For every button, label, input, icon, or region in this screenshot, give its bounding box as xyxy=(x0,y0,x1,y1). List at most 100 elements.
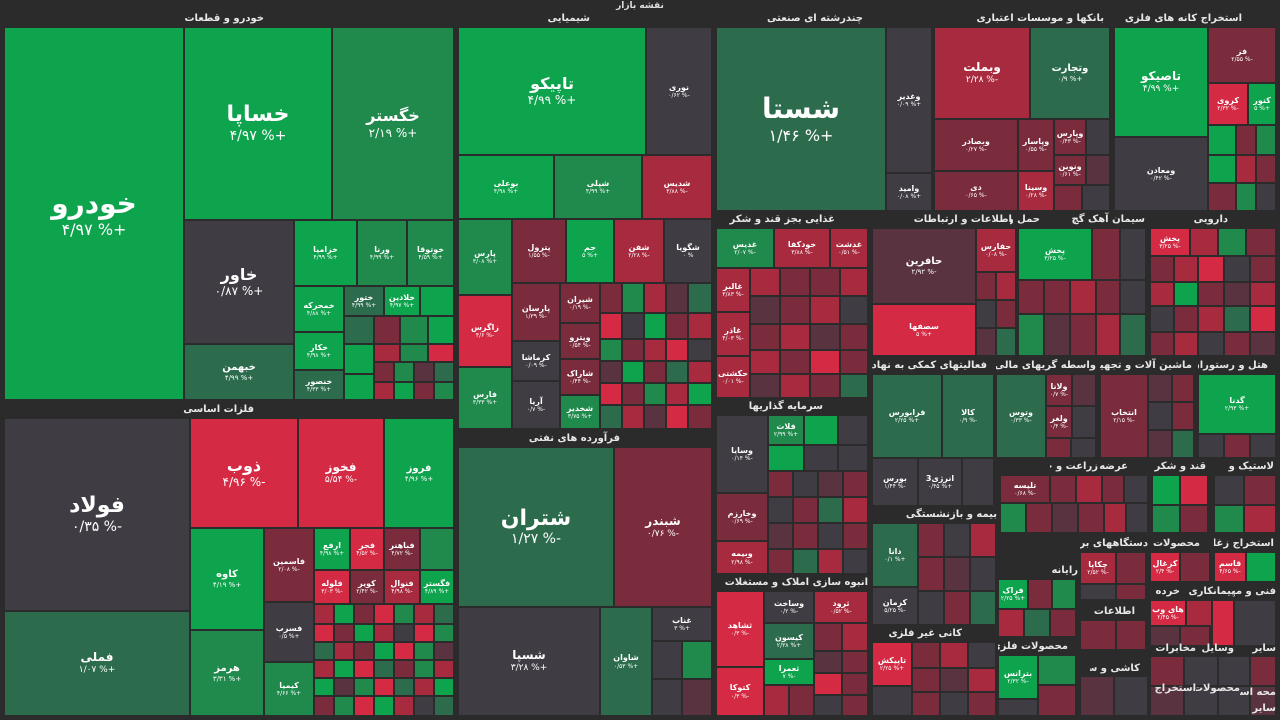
tile-khdian[interactable]: خلادین ۴/۹۷ %+ xyxy=(384,286,420,316)
tile-bors[interactable]: بورس ۱/۴۴ %- xyxy=(872,458,918,506)
tile-zob[interactable]: ذوب ۴/۹۶ %- xyxy=(190,418,298,528)
tile-shsina[interactable]: شاوان ۰/۵۳ %+ xyxy=(600,607,652,716)
tile-gedana[interactable]: گدنا ۲/۹۳ %+ xyxy=(1198,374,1276,434)
tile-tlise[interactable]: تلیسه ۰/۶۸ %- xyxy=(1000,475,1050,503)
tile-khzamia[interactable]: خزامیا ۴/۹۹ %+ xyxy=(294,220,357,286)
tile-fnahar[interactable]: فباهنر ۴/۷۲ %- xyxy=(384,528,420,570)
tile-shapna[interactable]: شتران ۱/۲۷ %- xyxy=(458,447,614,607)
tile-zagros[interactable]: زاگرس ۴/۶ %- xyxy=(458,295,512,367)
tile-shdader[interactable]: شخدیر ۳/۷۵ %+ xyxy=(560,395,600,429)
tile-boali[interactable]: بوعلی ۴/۹۸ %+ xyxy=(458,155,554,219)
tile-thrud[interactable]: کیسون ۲/۳۸ %+ xyxy=(764,623,814,659)
tile-faz[interactable]: فز ۲/۵۵ %- xyxy=(1208,27,1276,83)
tile-kvir[interactable]: کویر ۲/۴۲ %- xyxy=(350,570,384,604)
tile-karvi[interactable]: کروی ۲/۳۲ %- xyxy=(1208,83,1248,125)
tile-tpikash[interactable]: فراک ۲/۲۵ %+ xyxy=(998,579,1028,609)
tile-kala[interactable]: کالا ۰/۹ %- xyxy=(942,374,994,458)
tile-vasia[interactable]: وسایا ۰/۱۴ %- xyxy=(716,415,768,493)
tile-khsapa[interactable]: خساپا ۴/۹۷ %+ xyxy=(184,27,332,220)
tile-shasta[interactable]: شستا ۱/۴۶ %+ xyxy=(716,27,886,211)
tile-energy3[interactable]: انرژی3 ۰/۴۵ %+ xyxy=(918,458,962,506)
tile-sharak[interactable]: شاراک ۰/۴۴ %- xyxy=(560,359,600,395)
tile-hafari[interactable]: حفارس ۰/۰۸ %- xyxy=(976,228,1016,272)
tile-vkharazm[interactable]: وخارزم ۰/۶۹ %- xyxy=(716,493,768,541)
tile-fnvol[interactable]: فنوال ۴/۹۸ %- xyxy=(384,570,420,604)
tile-havab[interactable] xyxy=(1080,620,1116,650)
tile-ktoka[interactable]: تاپیکش ۲/۲۵ %+ xyxy=(872,642,912,686)
tile-ghasem[interactable]: های وب ۲/۴۵ %- xyxy=(1150,600,1186,626)
tile-vbmelat[interactable]: وبملت ۲/۲۸ %- xyxy=(934,27,1030,119)
tile-vsina[interactable]: وسینا ۰/۲۸ %- xyxy=(1018,171,1054,211)
tile-vpasar[interactable]: وپاسار ۰/۵۵ %- xyxy=(1018,119,1054,171)
tile-vmaaden[interactable]: ومعادن ۰/۴۲ %- xyxy=(1114,137,1208,211)
tile-kima[interactable]: کیمیا ۴/۶۶ %+ xyxy=(264,662,314,716)
tile-folole[interactable]: فلوله ۳/۰۳ %- xyxy=(314,570,350,604)
tile-foroz[interactable]: فروز ۴/۹۶ %+ xyxy=(384,418,454,528)
tile-vamid[interactable]: وامید ۰/۰۸ %+ xyxy=(886,173,932,211)
tile-shgouya[interactable]: شگویا ۰ % xyxy=(664,219,712,283)
tile-pakhsh[interactable]: پخش ۳/۲۵ %- xyxy=(1150,228,1190,256)
tile-khgostar[interactable]: خگستر ۲/۱۹ %+ xyxy=(332,27,454,220)
tile-khtovqa[interactable]: خوتوقا ۴/۵۹ %+ xyxy=(407,220,454,286)
tile-vrana[interactable]: ورنا ۴/۹۹ %+ xyxy=(357,220,407,286)
tile-di[interactable]: دی ۰/۶۵ %- xyxy=(934,171,1018,211)
tile-fela[interactable]: فلات ۲/۹۹ %+ xyxy=(768,415,804,445)
tile-khodro[interactable]: خودرو ۴/۹۷ %+ xyxy=(4,27,184,400)
tile-vsakht[interactable]: ولغر ۰/۴ %- xyxy=(1046,406,1072,438)
tile-tapiko[interactable]: تاپیکو ۴/۹۹ %+ xyxy=(458,27,646,155)
tile-fkhoz[interactable]: فخوز ۵/۵۴ %- xyxy=(298,418,384,528)
tile-ghalbar[interactable]: غاذر ۴/۰۳ %- xyxy=(716,312,750,356)
tile-khtor[interactable]: ختور ۴/۹۹ %+ xyxy=(344,286,384,316)
tile-auto-small-1[interactable] xyxy=(420,286,454,316)
tile-hormoz[interactable]: هرمز ۳/۳۱ %+ xyxy=(190,630,264,716)
tile-fsarb[interactable]: فسرب ۰/۵ %+ xyxy=(264,602,314,662)
tile-vtejarat[interactable]: وتجارت ۰/۹ %+ xyxy=(1030,27,1110,119)
tile-kanor[interactable]: کنور ۵ %+ xyxy=(1248,83,1276,125)
tile-khkar[interactable]: خکار ۴/۹۸ %+ xyxy=(294,332,344,370)
tile-vpars[interactable]: وپارس ۰/۴۳ %- xyxy=(1054,119,1086,155)
tile-hfars[interactable]: سصفها ۵ %+ xyxy=(872,304,976,356)
tile-ghdis[interactable]: خودکفا ۳/۸۸ %- xyxy=(774,228,830,268)
tile-nouri[interactable]: نوری ۰/۶۲ %- xyxy=(646,27,712,155)
tile-foolad[interactable]: فولاد ۰/۳۵ %- xyxy=(4,418,190,611)
tile-ghnab[interactable]: غدیس ۲/۰۷ %- xyxy=(716,228,774,268)
tile-khbahman[interactable]: خبهمن ۴/۹۹ %+ xyxy=(184,344,294,400)
tile-btrans[interactable]: چکاپا ۲/۵۲ %- xyxy=(1080,552,1116,584)
tile-khamrkh[interactable]: خمحرکه ۴/۸۸ %+ xyxy=(294,286,344,332)
tile-shbandar[interactable]: شسپا ۳/۲۸ %+ xyxy=(458,607,600,716)
tile-vonvin[interactable]: ونوین ۰/۶۱ %- xyxy=(1054,155,1086,185)
tile-petrol[interactable]: پترول ۱/۵۵ %- xyxy=(512,219,566,283)
tile-kzghal[interactable]: قاسم ۴/۶۵ %- xyxy=(1214,552,1246,582)
tile-tasiko[interactable]: تاصیکو ۴/۹۹ %+ xyxy=(1114,27,1208,137)
tile-thbad[interactable]: وساخت ۰/۲ %- xyxy=(764,591,814,623)
tile-shdis[interactable]: شدیس ۳/۸۸ %- xyxy=(642,155,712,219)
tile-fsamin[interactable]: فاسمین ۲/۰۸ %- xyxy=(264,528,314,602)
tile-kisoon[interactable]: ثعمرا ۷ %- xyxy=(764,659,814,685)
tile-shavan[interactable]: غناب ۳ %+ xyxy=(652,607,712,641)
tile-entekhab[interactable]: انتخاب ۲/۱۵ %- xyxy=(1100,374,1148,458)
tile-khnasor[interactable]: خنصور ۴/۳۳ %+ xyxy=(294,370,344,400)
tile-hkashti[interactable]: حافرین ۲/۹۲ %- xyxy=(872,228,976,304)
tile-vitro[interactable]: ویترو ۰/۵۴ %- xyxy=(560,323,600,359)
tile-jam[interactable]: جم ۵ %+ xyxy=(566,219,614,283)
tile-kerman[interactable]: ثشاهد ۰/۳ %- xyxy=(716,591,764,667)
tile-shpli[interactable]: شپلی ۴/۹۹ %+ xyxy=(554,155,642,219)
tile-bpas[interactable]: دانا ۰/۱ %+ xyxy=(872,523,918,587)
tile-vbime[interactable]: وبیمه ۲/۹۸ %- xyxy=(716,541,768,574)
tile-vsader[interactable]: وبصادر ۰/۲۷ %- xyxy=(934,119,1018,171)
tile-shfan[interactable]: شفن ۲/۲۸ %- xyxy=(614,219,664,283)
tile-felami[interactable]: فملی ۱/۰۷ %+ xyxy=(4,611,190,716)
tile-faraboors[interactable]: فرابورس ۲/۲۵ %+ xyxy=(872,374,942,458)
tile-khavar[interactable]: خاور ۰/۸۷ %+ xyxy=(184,220,294,344)
tile-vala[interactable]: ولانا ۰/۷ %- xyxy=(1046,374,1072,406)
tile-dana[interactable]: کرمان ۵/۲۵ %- xyxy=(872,587,918,625)
tile-shtran[interactable]: شبندر ۰/۷۶ %- xyxy=(614,447,712,607)
tile-ghdasht[interactable]: غالبر ۳/۸۳ %- xyxy=(716,268,750,312)
tile-fars[interactable]: فارس ۳/۳۳ %+ xyxy=(458,367,512,429)
tile-pars[interactable]: پارس ۳/۰۸ %+ xyxy=(458,219,512,295)
tile-fjar[interactable]: فجر ۴/۵۲ %- xyxy=(350,528,384,570)
tile-fgostar[interactable]: فگستر ۴/۸۹ %+ xyxy=(420,570,454,604)
tile-chkapa[interactable]: کزغال ۲/۴ %- xyxy=(1150,552,1180,582)
tile-khodka[interactable]: غدشت ۰/۵۱ %- xyxy=(830,228,868,268)
tile-parsan[interactable]: پارسان ۱/۳۹ %- xyxy=(512,283,560,341)
